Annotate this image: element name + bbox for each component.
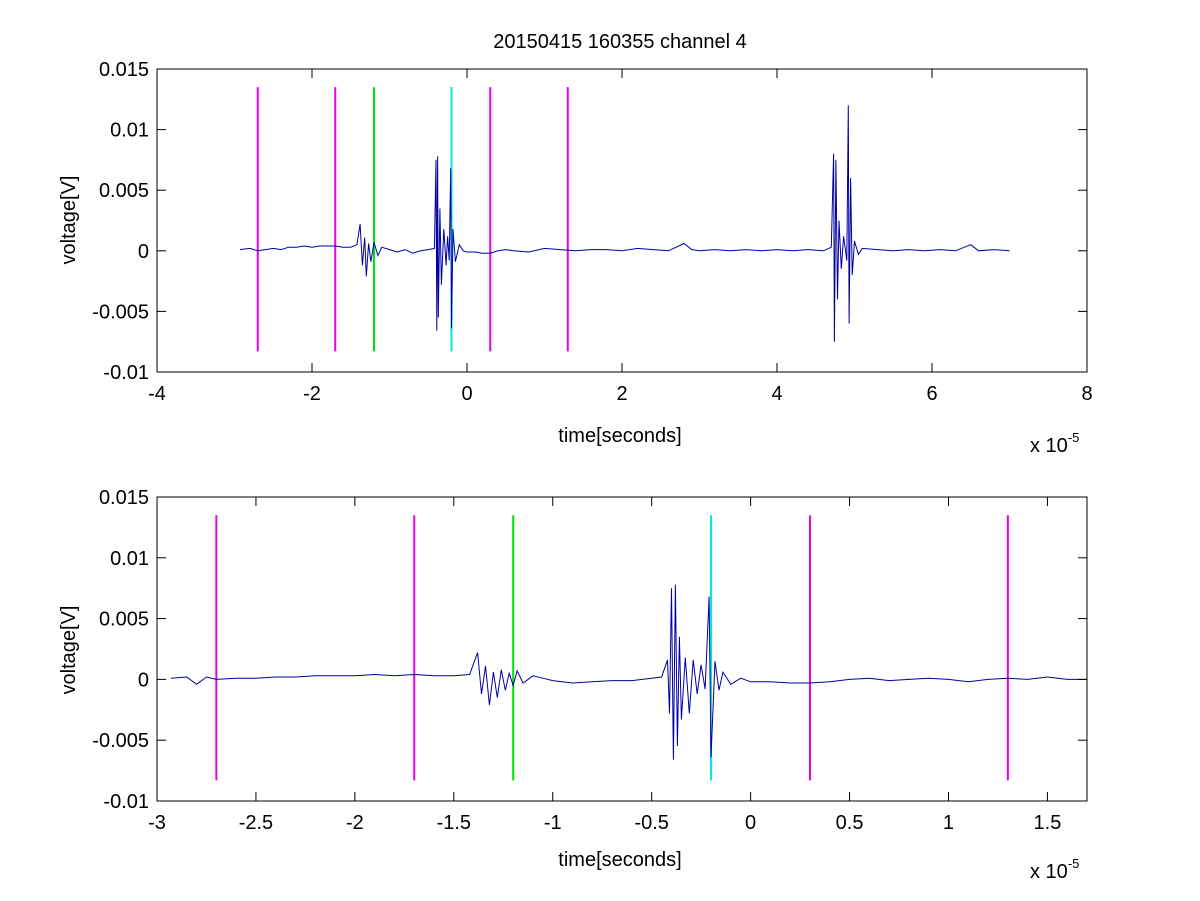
signal-bottom xyxy=(170,584,1087,760)
signal-line-top xyxy=(239,105,1010,342)
y-axis-label-bottom: voltage[V] xyxy=(58,606,80,695)
x-axis-label-top: time[seconds] xyxy=(558,425,681,447)
y-tick-label-bottom-4: 0.01 xyxy=(110,548,149,570)
x-tick-label-top-0: -4 xyxy=(148,383,166,405)
y-tick-label-bottom-2: 0 xyxy=(138,669,149,691)
y-ticks-bottom: -0.01 -0.005 0 0.005 0.01 0.015 xyxy=(92,487,1087,813)
plot-area-bottom xyxy=(156,496,1088,802)
y-tick-label-bottom-1: -0.005 xyxy=(92,730,149,752)
marker-lines-top xyxy=(256,87,569,352)
axes-bottom: -3 -2.5 -2 -1.5 -1 -0.5 0 0.5 1 1.5 -0.01 -0.005 0 0… xyxy=(58,487,1088,883)
y-tick-label-bottom-3: 0.005 xyxy=(99,609,149,631)
plot-area-top xyxy=(156,68,1088,373)
x-tick-label-bottom-8: 1 xyxy=(943,812,954,834)
x-tick-label-top-2: 0 xyxy=(461,383,472,405)
signal-top xyxy=(239,105,1010,342)
x-exponent-power-top: -5 xyxy=(1068,430,1080,445)
x-tick-label-top-5: 6 xyxy=(926,383,937,405)
x-ticks-top: -4 -2 0 2 4 6 8 xyxy=(148,69,1093,405)
y-tick-label-top-3: 0.005 xyxy=(99,180,149,202)
axes-top: -4 -2 0 2 4 6 8 -0.01 -0.005 0 0.005 0.01 0.015 tim… xyxy=(58,59,1093,457)
signal-line-bottom xyxy=(170,584,1087,760)
y-tick-label-top-2: 0 xyxy=(138,241,149,263)
x-exponent-bottom: x 10-5 xyxy=(1030,856,1079,883)
x-exponent-base-bottom: x 10 xyxy=(1030,861,1068,883)
x-tick-label-bottom-5: -0.5 xyxy=(634,812,668,834)
y-tick-label-top-0: -0.01 xyxy=(103,362,149,384)
x-tick-label-bottom-2: -2 xyxy=(346,812,364,834)
x-tick-label-bottom-4: -1 xyxy=(544,812,562,834)
x-exponent-base-top: x 10 xyxy=(1030,435,1068,457)
y-axis-label-top: voltage[V] xyxy=(58,176,80,265)
y-tick-label-bottom-0: -0.01 xyxy=(103,791,149,813)
y-tick-label-top-4: 0.01 xyxy=(110,120,149,142)
x-exponent-power-bottom: -5 xyxy=(1068,856,1080,871)
x-axis-label-bottom: time[seconds] xyxy=(558,849,681,871)
x-tick-label-top-3: 2 xyxy=(616,383,627,405)
x-tick-label-top-4: 4 xyxy=(771,383,782,405)
x-tick-label-bottom-7: 0.5 xyxy=(836,812,864,834)
x-ticks-bottom: -3 -2.5 -2 -1.5 -1 -0.5 0 0.5 1 1.5 xyxy=(148,497,1061,834)
x-tick-label-top-1: -2 xyxy=(303,383,321,405)
x-tick-label-bottom-6: 0 xyxy=(745,812,756,834)
figure-title: 20150415 160355 channel 4 xyxy=(493,31,747,53)
x-tick-label-top-6: 8 xyxy=(1081,383,1092,405)
y-tick-label-bottom-5: 0.015 xyxy=(99,487,149,509)
x-tick-label-bottom-1: -2.5 xyxy=(239,812,273,834)
y-tick-label-top-5: 0.015 xyxy=(99,59,149,81)
x-tick-label-bottom-3: -1.5 xyxy=(437,812,471,834)
y-ticks-top: -0.01 -0.005 0 0.005 0.01 0.015 xyxy=(92,59,1087,384)
y-tick-label-top-1: -0.005 xyxy=(92,301,149,323)
x-exponent-top: x 10-5 xyxy=(1030,430,1079,457)
x-tick-label-bottom-0: -3 xyxy=(148,812,166,834)
x-tick-label-bottom-9: 1.5 xyxy=(1034,812,1062,834)
